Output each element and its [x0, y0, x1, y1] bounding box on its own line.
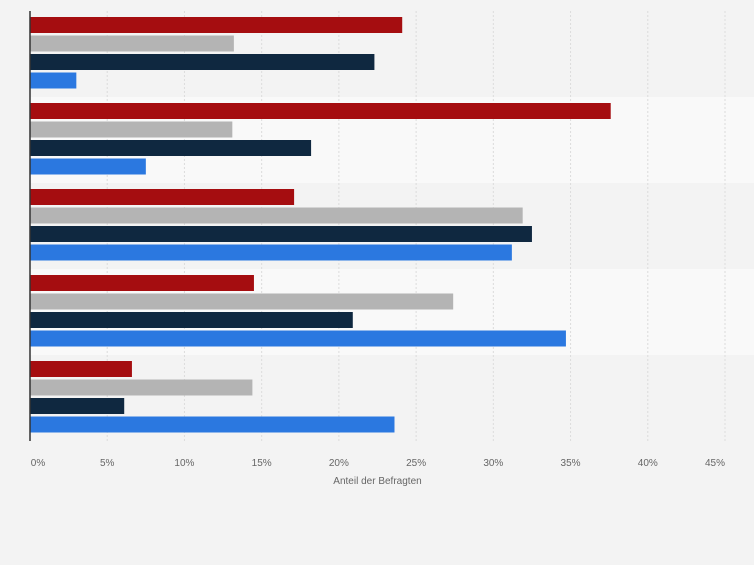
bar	[30, 226, 532, 242]
bar	[30, 361, 132, 377]
x-axis-ticks: 0% 5% 10% 15% 20% 25% 30% 35% 40% 45%	[31, 458, 725, 469]
bar	[30, 293, 454, 310]
x-tick-label: 15%	[252, 458, 272, 469]
x-tick-label: 30%	[483, 458, 503, 469]
bar	[30, 103, 611, 119]
bar	[30, 398, 125, 414]
x-tick-label: 0%	[31, 458, 46, 469]
x-axis-title: Anteil der Befragten	[333, 476, 421, 487]
x-tick-label: 20%	[329, 458, 349, 469]
bar	[30, 121, 233, 138]
bar	[30, 189, 295, 205]
bar	[30, 416, 395, 433]
x-tick-label: 10%	[174, 458, 194, 469]
bar	[30, 54, 375, 70]
bar	[30, 330, 566, 347]
x-tick-label: 35%	[561, 458, 581, 469]
x-tick-label: 40%	[638, 458, 658, 469]
bar	[30, 207, 523, 224]
bar	[30, 158, 146, 175]
bars	[30, 17, 611, 433]
bar	[30, 379, 253, 396]
bar	[30, 17, 403, 33]
x-tick-label: 25%	[406, 458, 426, 469]
bar	[30, 140, 312, 156]
x-tick-label: 45%	[705, 458, 725, 469]
x-tick-label: 5%	[100, 458, 115, 469]
bar	[30, 72, 77, 89]
bar	[30, 35, 234, 52]
bar	[30, 275, 254, 291]
bar	[30, 244, 512, 261]
bar	[30, 312, 353, 328]
